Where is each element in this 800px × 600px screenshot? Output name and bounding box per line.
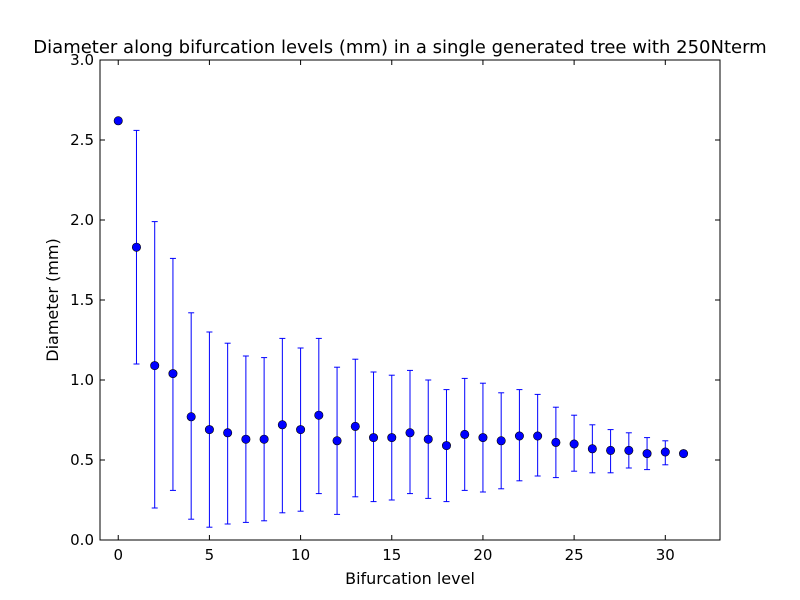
data-point <box>405 428 415 438</box>
data-point <box>478 433 488 443</box>
data-point <box>514 431 524 441</box>
x-tick-label: 10 <box>291 546 310 564</box>
axis-ticks: 0 5 10 15 20 25 30 0.0 0.5 1.0 1.5 2.0 2.5 3.0 <box>70 51 720 564</box>
plot-area <box>113 116 689 528</box>
data-point <box>642 449 652 459</box>
data-point <box>624 445 634 455</box>
data-point <box>679 449 689 459</box>
data-point <box>423 434 433 444</box>
data-point <box>496 436 506 446</box>
x-tick-label: 25 <box>565 546 584 564</box>
data-point <box>551 437 561 447</box>
data-point <box>387 433 397 443</box>
y-tick-label: 2.0 <box>70 211 94 229</box>
data-point <box>113 116 123 126</box>
data-point <box>369 433 379 443</box>
data-point <box>569 439 579 449</box>
y-axis-label: Diameter (mm) <box>43 238 62 361</box>
data-point <box>241 434 251 444</box>
data-point <box>587 444 597 454</box>
x-tick-label: 15 <box>382 546 401 564</box>
y-tick-label: 2.5 <box>70 131 94 149</box>
data-point <box>131 242 141 252</box>
x-axis-label: Bifurcation level <box>345 569 475 588</box>
data-point <box>150 361 160 371</box>
y-tick-label: 1.0 <box>70 371 94 389</box>
data-point <box>606 445 616 455</box>
data-point <box>660 447 670 457</box>
x-tick-label: 0 <box>113 546 123 564</box>
x-tick-label: 20 <box>473 546 492 564</box>
data-point <box>332 436 342 446</box>
y-tick-label: 0.0 <box>70 531 94 549</box>
data-point <box>277 420 287 430</box>
data-point <box>186 412 196 422</box>
data-point <box>204 425 214 435</box>
chart-title: Diameter along bifurcation levels (mm) i… <box>33 37 766 58</box>
y-tick-label: 0.5 <box>70 451 94 469</box>
data-point <box>441 441 451 451</box>
y-tick-label: 1.5 <box>70 291 94 309</box>
x-tick-label: 30 <box>656 546 675 564</box>
data-point <box>223 428 233 438</box>
data-point <box>350 421 360 431</box>
data-point <box>533 431 543 441</box>
data-point <box>460 429 470 439</box>
data-point <box>314 410 324 420</box>
data-point <box>259 434 269 444</box>
x-tick-label: 5 <box>205 546 215 564</box>
y-tick-label: 3.0 <box>70 51 94 69</box>
data-point <box>168 369 178 379</box>
data-point <box>296 425 306 435</box>
